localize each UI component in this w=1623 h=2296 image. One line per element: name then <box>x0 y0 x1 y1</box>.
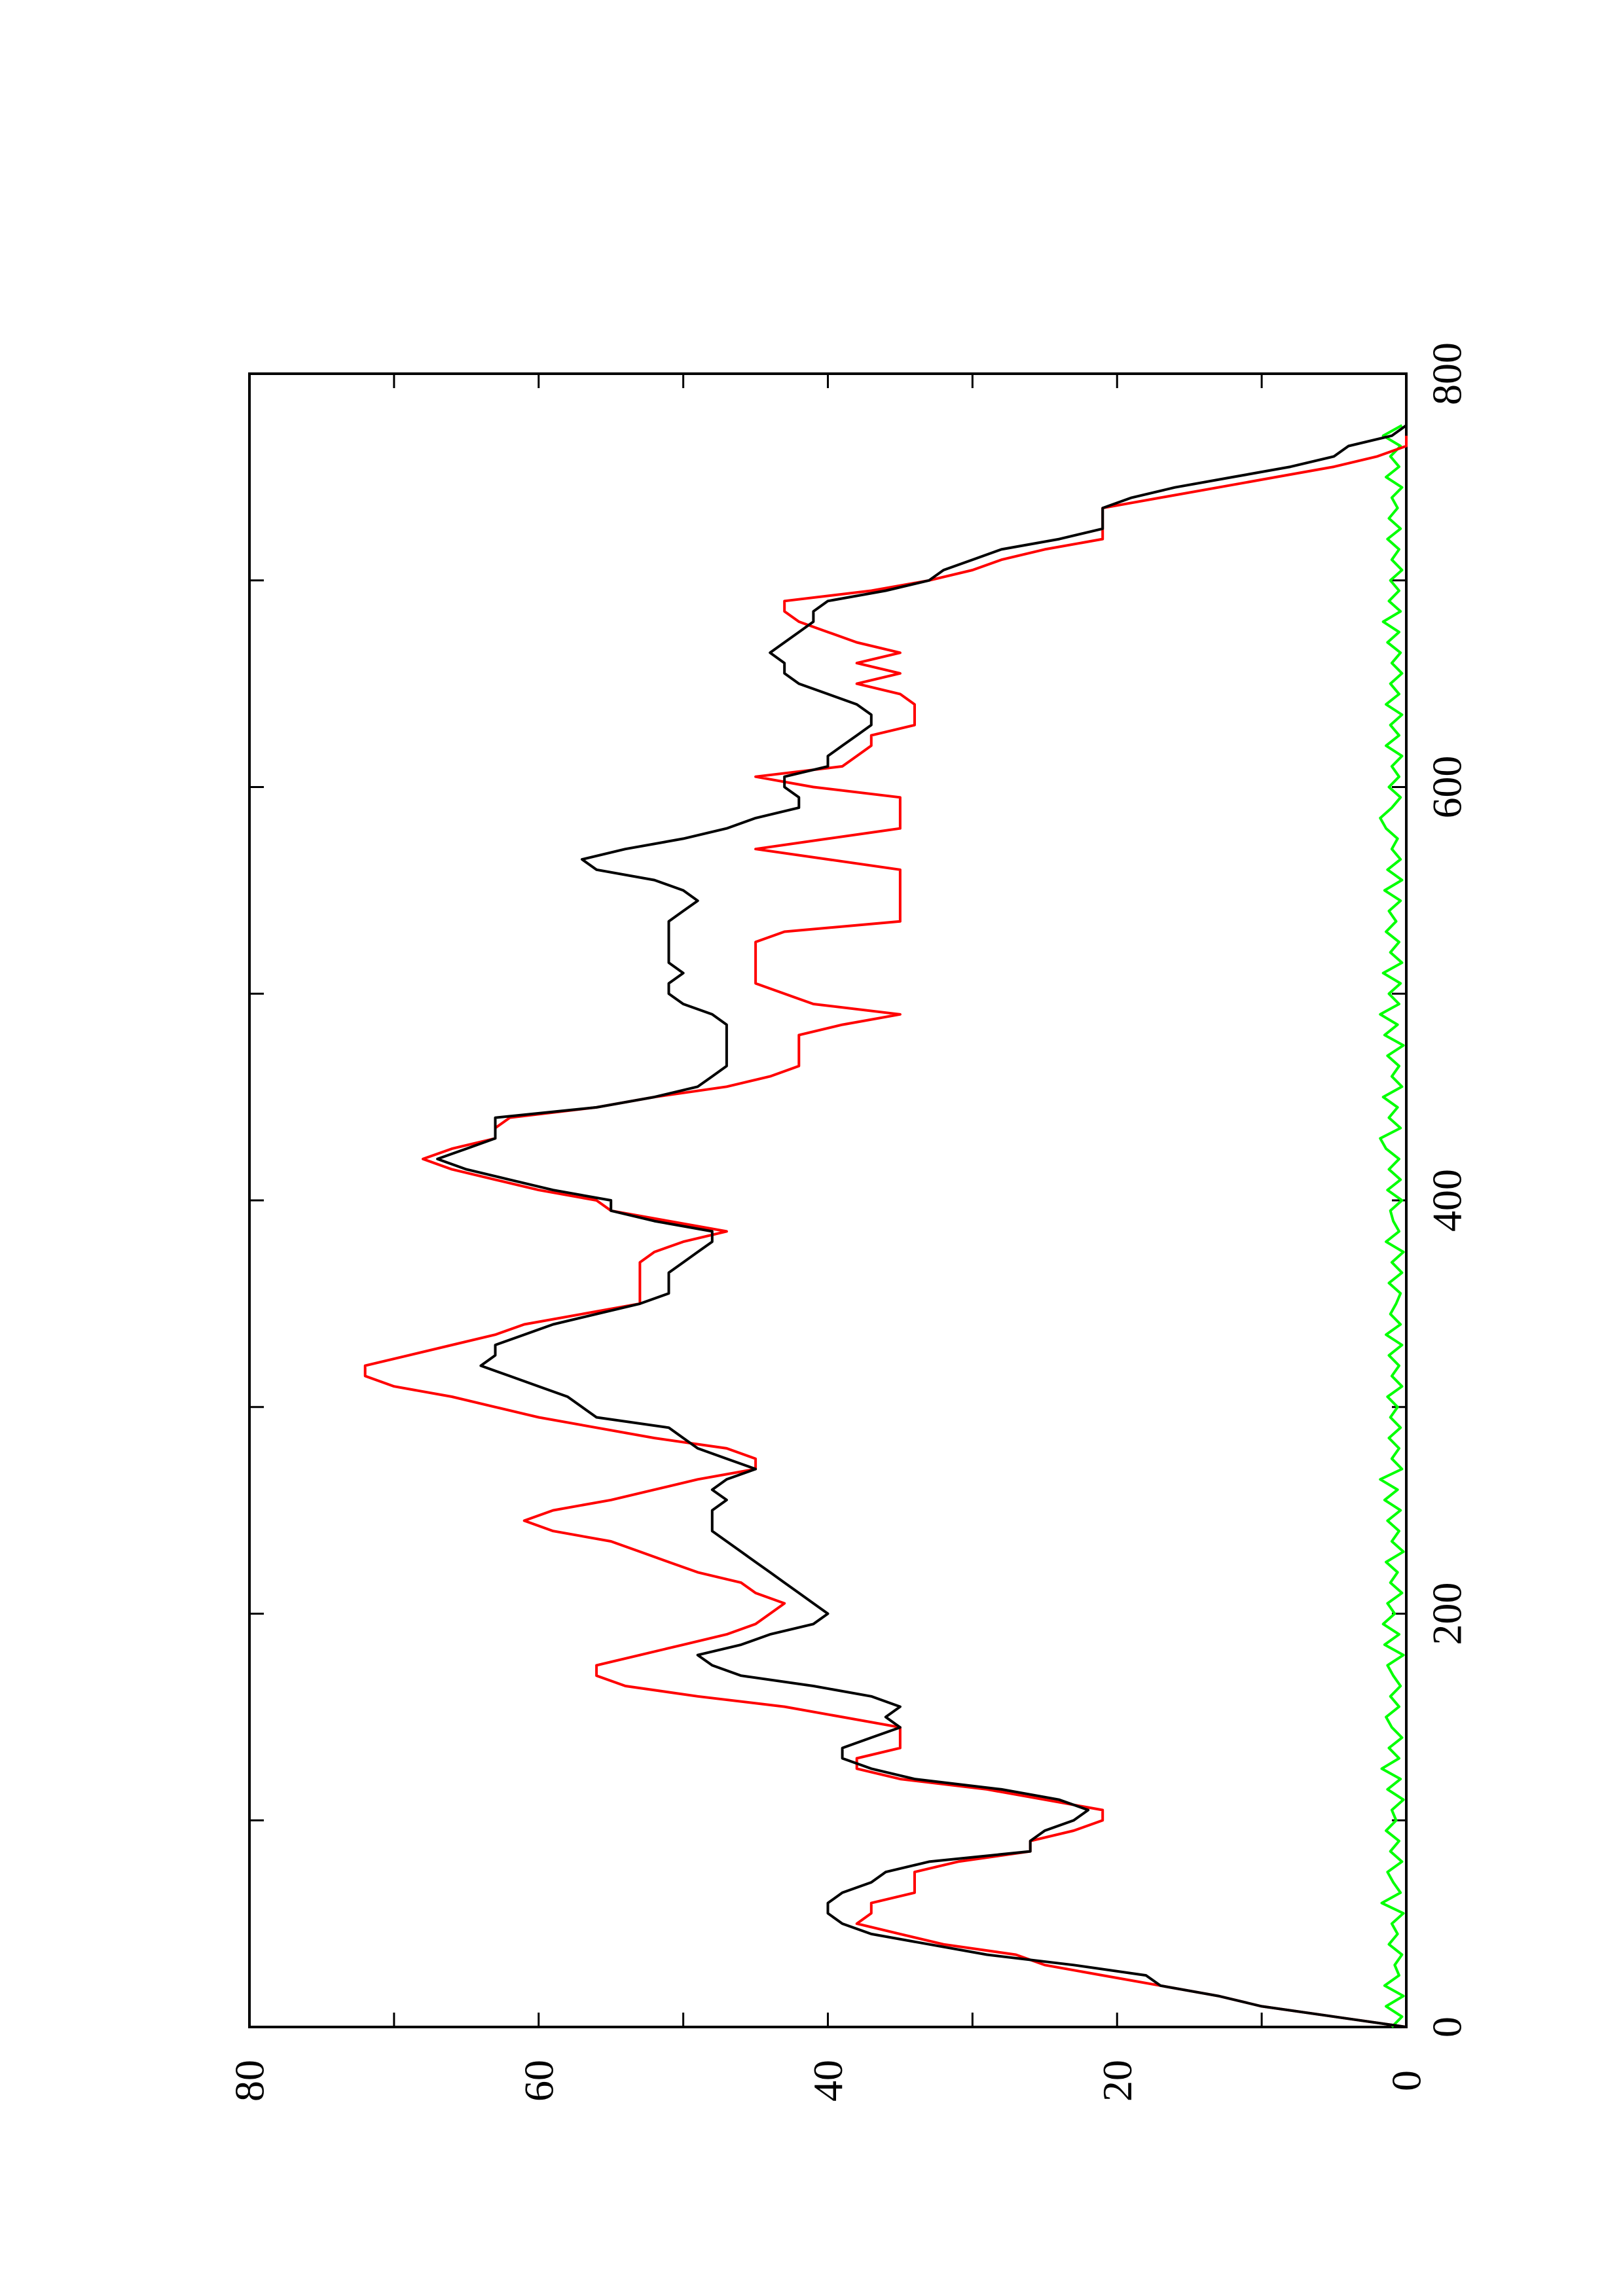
x-tick-label: 600 <box>1424 756 1470 819</box>
y-tick-label: 0 <box>1383 2070 1430 2091</box>
axis-tick-labels: 0 200 400 600 800 0 20 40 60 80 <box>227 342 1470 2102</box>
series-line-2 <box>1379 424 1405 2028</box>
x-tick-label: 200 <box>1424 1583 1470 1645</box>
y-tick-label: 40 <box>805 2060 851 2102</box>
series-line-0 <box>436 424 1408 2028</box>
y-tick-label: 20 <box>1094 2060 1140 2102</box>
y-tick-label: 80 <box>227 2060 273 2102</box>
y-tick-label: 60 <box>515 2060 562 2102</box>
plot-frame <box>248 372 1408 2028</box>
series-line-1 <box>363 435 1408 2028</box>
axis-ticks <box>248 372 1408 2028</box>
x-tick-label: 800 <box>1424 342 1470 405</box>
x-tick-label: 0 <box>1424 2017 1470 2037</box>
x-tick-label: 400 <box>1424 1169 1470 1232</box>
series-layer <box>363 424 1408 2028</box>
